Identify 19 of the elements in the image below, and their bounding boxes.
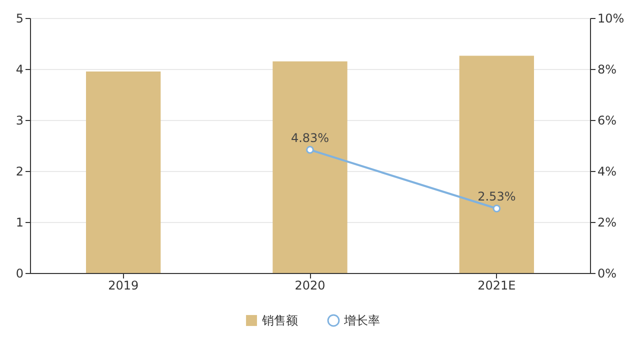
y2-tick-label: 4%	[598, 164, 617, 178]
y-tick-label: 3	[16, 114, 24, 128]
y-tick-label: 5	[16, 12, 24, 26]
y-tick-label: 1	[16, 216, 24, 230]
y2-tick-label: 2%	[598, 216, 617, 230]
y2-tick-label: 10%	[598, 12, 624, 26]
x-tick-label: 2021E	[478, 278, 516, 292]
x-tick-label: 2020	[294, 278, 326, 292]
y2-tick-label: 8%	[598, 62, 617, 76]
y-tick-label: 0	[16, 266, 24, 280]
x-tick-label: 2019	[108, 278, 139, 292]
y2-tick-label: 6%	[598, 114, 617, 128]
y-tick-label: 2	[16, 164, 24, 178]
data-label: 2.53%	[478, 189, 516, 204]
data-label: 4.83%	[290, 130, 330, 145]
legend-label: 增长率	[343, 314, 380, 328]
y2-tick-label: 0%	[598, 266, 617, 280]
legend-label: 销售额	[261, 314, 298, 328]
y-tick-label: 4	[16, 62, 24, 76]
